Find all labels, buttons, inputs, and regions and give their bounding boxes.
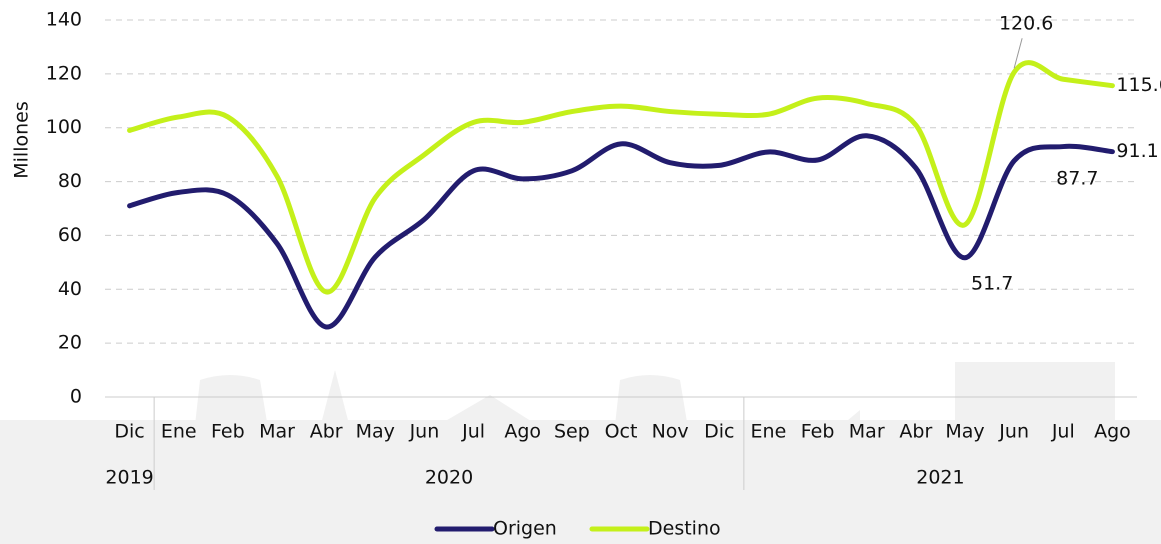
x-tick-label: Dic — [704, 421, 734, 443]
legend-label: Destino — [648, 518, 721, 540]
data-label: 120.6 — [999, 13, 1053, 35]
x-tick-label: Mar — [259, 421, 295, 443]
group-label: 2019 — [105, 467, 153, 489]
y-tick-label: 120 — [46, 62, 82, 84]
y-tick-label: 80 — [58, 170, 82, 192]
background-decoration — [0, 362, 1161, 544]
legend-label: Origen — [493, 518, 557, 540]
series-line — [130, 136, 1113, 327]
x-tick-label: Nov — [652, 421, 689, 443]
y-tick-label: 40 — [58, 278, 82, 300]
x-tick-label: Jun — [998, 421, 1029, 443]
data-label: 91.1 — [1116, 140, 1158, 162]
y-tick-label: 20 — [58, 332, 82, 354]
data-label: 51.7 — [971, 272, 1013, 294]
x-tick-label: Sep — [554, 421, 590, 443]
group-label: 2021 — [916, 467, 964, 489]
x-tick-label: Oct — [605, 421, 638, 443]
x-tick-label: Feb — [801, 421, 835, 443]
x-tick-label: Abr — [310, 421, 343, 443]
chart: Millones 0 20 40 60 80 100 120 140 Dic Ene Feb Mar A… — [0, 0, 1161, 544]
x-tick-label: Abr — [899, 421, 932, 443]
x-tick-label: May — [356, 421, 395, 443]
x-tick-label: Ago — [504, 421, 541, 443]
data-label: 87.7 — [1056, 167, 1098, 189]
x-tick-label: Jul — [461, 421, 485, 443]
x-tick-label: Dic — [114, 421, 144, 443]
y-axis-label: Millones — [11, 101, 33, 178]
data-label: 115.6 — [1116, 74, 1161, 96]
y-tick-label: 0 — [70, 386, 82, 408]
x-tick-label: Jul — [1051, 421, 1075, 443]
x-tick-label: Ago — [1094, 421, 1131, 443]
x-tick-label: Feb — [211, 421, 245, 443]
x-tick-label: Ene — [751, 421, 787, 443]
y-tick-label: 60 — [58, 224, 82, 246]
x-tick-label: Jun — [409, 421, 440, 443]
x-tick-label: May — [945, 421, 984, 443]
x-tick-label: Mar — [849, 421, 885, 443]
y-tick-label: 140 — [46, 9, 82, 31]
group-label: 2020 — [425, 467, 473, 489]
x-tick-label: Ene — [161, 421, 197, 443]
y-tick-label: 100 — [46, 116, 82, 138]
